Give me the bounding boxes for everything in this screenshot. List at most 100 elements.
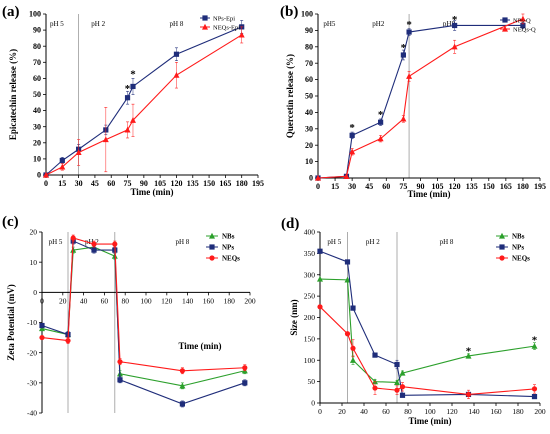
y-tick-label: 30 xyxy=(33,122,41,131)
data-point xyxy=(349,132,355,138)
legend-marker xyxy=(202,23,208,30)
series-line xyxy=(319,278,535,384)
series-NPs-Q xyxy=(315,20,526,181)
y-tick-label: -40 xyxy=(27,409,37,418)
y-tick-label: 10 xyxy=(33,155,41,164)
data-point xyxy=(406,73,413,79)
significance-star: * xyxy=(130,69,136,81)
data-point xyxy=(519,15,526,22)
x-tick-label: 195 xyxy=(534,182,546,191)
x-tick-label: 100 xyxy=(424,407,436,416)
y-tick-label: 30 xyxy=(305,124,313,133)
legend: NPs-Q NEQs-Q xyxy=(500,17,536,34)
data-point xyxy=(531,393,538,400)
x-tick-label: 180 xyxy=(512,407,524,416)
y-tick-label: 0 xyxy=(311,399,315,408)
data-point xyxy=(173,71,180,78)
data-point xyxy=(317,248,323,254)
y-tick-label: 400 xyxy=(304,228,316,237)
data-point xyxy=(130,83,136,90)
legend-label: NEQs xyxy=(512,255,530,263)
data-point xyxy=(451,43,458,50)
x-tick-label: 120 xyxy=(449,182,461,191)
series-line xyxy=(45,34,242,176)
data-point xyxy=(406,29,412,35)
data-point xyxy=(59,163,66,170)
data-point xyxy=(344,331,351,337)
y-tick-label: -20 xyxy=(27,348,37,357)
data-point xyxy=(124,95,131,101)
x-tick-label: 75 xyxy=(124,179,132,188)
data-point xyxy=(179,368,185,374)
y-tick-label: 80 xyxy=(305,42,313,51)
data-point xyxy=(39,322,45,329)
significance-star: * xyxy=(452,14,458,26)
x-tick-label: 140 xyxy=(182,296,194,305)
x-tick-label: 120 xyxy=(170,179,182,188)
x-axis-title: Time (min) xyxy=(130,187,173,197)
x-tick-label: 90 xyxy=(416,182,424,191)
series-NBs xyxy=(39,243,248,390)
x-axis-title: Time (min) xyxy=(407,189,450,199)
y-tick-label: 100 xyxy=(29,10,41,19)
data-point xyxy=(350,345,356,351)
legend-marker xyxy=(209,244,215,250)
data-point xyxy=(372,385,378,391)
legend-label: NEQs-Epi xyxy=(213,25,240,32)
legend-label: NBs xyxy=(222,233,235,241)
x-tick-label: 135 xyxy=(466,182,478,191)
x-tick-label: 180 xyxy=(236,179,248,188)
legend-marker xyxy=(499,232,505,239)
data-point xyxy=(238,31,245,38)
legend: NBs NPs NEQs xyxy=(206,233,240,263)
data-point xyxy=(452,22,458,29)
y-tick-label: 20 xyxy=(30,228,38,237)
x-tick-label: 165 xyxy=(219,179,231,188)
series-line xyxy=(45,26,242,176)
significance-star: * xyxy=(378,109,384,121)
y-tick-label: 90 xyxy=(305,26,313,35)
data-point xyxy=(349,148,356,155)
series-line xyxy=(317,18,524,179)
x-tick-label: 120 xyxy=(446,407,458,416)
x-axis-title: Time (min) xyxy=(408,416,451,426)
legend-label: NEQs-Q xyxy=(513,27,536,34)
x-tick-label: 20 xyxy=(59,296,67,305)
x-tick-label: 30 xyxy=(348,182,356,191)
data-point xyxy=(65,338,71,344)
x-tick-label: 0 xyxy=(318,407,322,416)
legend-marker xyxy=(502,17,508,23)
data-point xyxy=(378,119,384,125)
data-point xyxy=(91,247,97,253)
y-tick-label: 40 xyxy=(33,106,41,115)
y-axis-title: Size (nm) xyxy=(289,299,299,335)
data-point xyxy=(350,305,356,311)
y-tick-label: 10 xyxy=(30,258,38,267)
legend-label: NPs xyxy=(222,244,234,252)
legend-label: NPs-Epi xyxy=(213,16,235,23)
legend-marker xyxy=(209,232,215,239)
x-tick-label: 75 xyxy=(399,182,407,191)
data-point xyxy=(102,136,109,143)
y-tick-label: 200 xyxy=(304,313,316,322)
data-point xyxy=(112,241,118,247)
y-tick-label: -30 xyxy=(27,378,37,387)
y-tick-label: 100 xyxy=(304,356,316,365)
x-tick-label: 60 xyxy=(107,179,115,188)
data-point xyxy=(59,157,65,164)
legend-label: NPs xyxy=(512,244,524,252)
y-tick-label: 20 xyxy=(33,138,41,147)
x-axis-title: Time (min) xyxy=(178,341,221,351)
y-tick-label: 50 xyxy=(308,377,316,386)
legend-marker xyxy=(502,25,508,32)
phase-label: pH 5 xyxy=(49,238,63,246)
x-tick-label: 100 xyxy=(140,296,152,305)
panel-letter: (b) xyxy=(280,4,298,20)
series-line xyxy=(319,250,535,398)
data-point xyxy=(179,382,186,389)
data-point xyxy=(344,276,351,283)
data-point xyxy=(399,384,406,390)
x-tick-label: 20 xyxy=(338,407,346,416)
x-tick-label: 0 xyxy=(316,182,320,191)
y-tick-label: 0 xyxy=(309,174,313,183)
